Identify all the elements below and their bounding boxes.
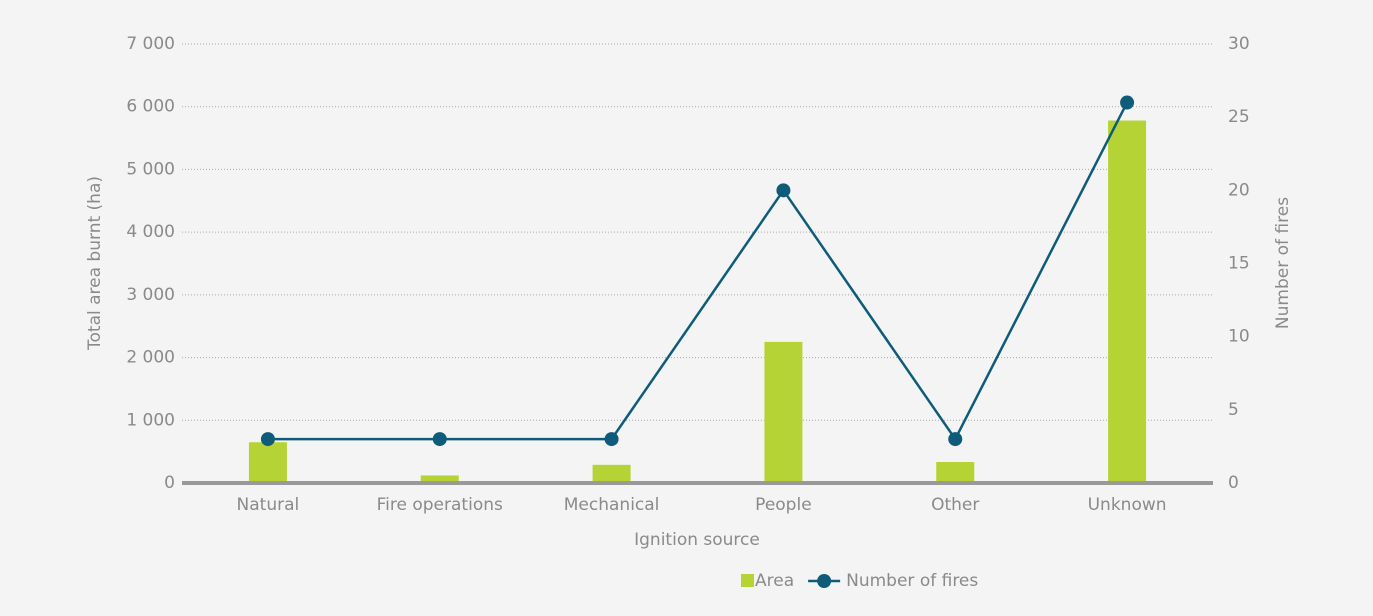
y-tick-label: 7 000 — [126, 34, 175, 54]
bar — [1108, 120, 1147, 484]
line-point — [260, 432, 275, 447]
y-tick-label: 0 — [164, 473, 175, 493]
y-axis-title: Total area burnt (ha) — [85, 176, 105, 351]
y2-tick-label: 15 — [1228, 254, 1250, 274]
bar — [248, 442, 287, 483]
line-point — [1120, 95, 1135, 110]
y2-tick-label: 20 — [1228, 180, 1250, 200]
bar — [936, 461, 975, 483]
y-tick-label: 2 000 — [126, 348, 175, 368]
x-tick-label: Natural — [237, 495, 300, 515]
bar — [420, 475, 459, 483]
bar — [764, 341, 803, 483]
y2-tick-label: 30 — [1228, 34, 1250, 54]
x-tick-label: Other — [931, 495, 979, 515]
y2-tick-label: 0 — [1228, 473, 1239, 493]
x-tick-label: Unknown — [1088, 495, 1167, 515]
legend-marker — [817, 574, 832, 588]
x-tick-label: Fire operations — [377, 495, 503, 515]
x-tick-label: Mechanical — [564, 495, 660, 515]
line-point — [604, 432, 619, 447]
y-tick-label: 1 000 — [126, 410, 175, 430]
y-tick-label: 5 000 — [126, 159, 175, 179]
legend-swatch — [741, 574, 754, 587]
x-axis-title: Ignition source — [634, 530, 760, 550]
y2-axis-title: Number of fires — [1273, 197, 1293, 329]
y2-tick-label: 10 — [1228, 327, 1250, 347]
legend-label: Number of fires — [846, 571, 978, 591]
line-point — [432, 432, 447, 447]
y2-tick-label: 5 — [1228, 400, 1239, 420]
y-tick-label: 6 000 — [126, 97, 175, 117]
y-tick-label: 4 000 — [126, 222, 175, 242]
line — [267, 101, 1129, 442]
y2-tick-label: 25 — [1228, 107, 1250, 127]
line-point — [776, 183, 791, 198]
legend-label: Area — [755, 571, 794, 591]
line-point — [948, 432, 963, 447]
y-tick-label: 3 000 — [126, 285, 175, 305]
bar — [592, 464, 631, 483]
x-tick-label: People — [755, 495, 811, 515]
